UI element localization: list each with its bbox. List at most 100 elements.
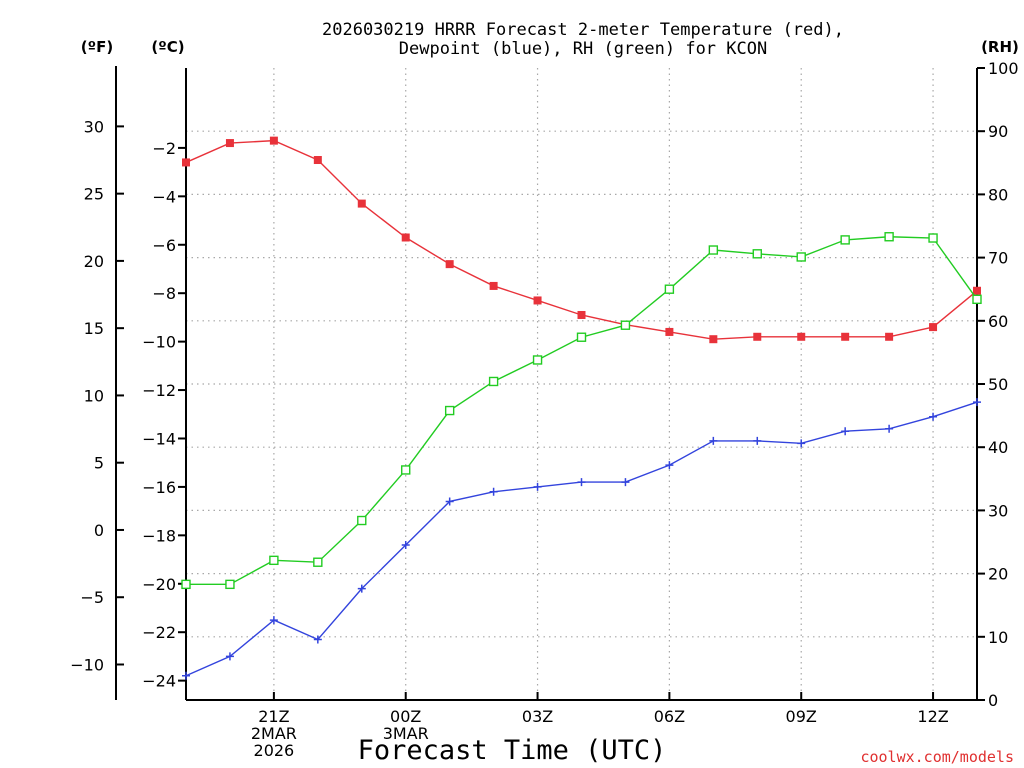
celsius-tick-label: −12 xyxy=(142,381,176,400)
x-tick-label: 2026 xyxy=(254,741,295,760)
axes-layer: −2 −4 −6 −8 −10 −12 −14 −16 −18 −20 −22 −24 30 25 20 15… xyxy=(70,59,1018,760)
rh-tick-label: 50 xyxy=(988,375,1008,394)
series-layer xyxy=(181,136,982,680)
dewpoint-point xyxy=(533,482,542,491)
rh-point xyxy=(708,245,719,255)
rh-point xyxy=(532,355,543,365)
celsius-tick-label: −20 xyxy=(142,575,176,594)
rh-point xyxy=(269,555,279,566)
rh-tick-label: 40 xyxy=(988,438,1008,457)
temperature-series-line xyxy=(185,139,978,340)
fahrenheit-tick-label: 5 xyxy=(94,454,104,473)
rh-point xyxy=(444,405,455,416)
grid-layer xyxy=(186,68,977,700)
temperature-point xyxy=(182,158,190,167)
dewpoint-point xyxy=(929,412,938,421)
x-tick-label: 3MAR xyxy=(383,724,429,743)
rh-tick-label: 80 xyxy=(988,185,1008,204)
celsius-tick-label: −24 xyxy=(142,672,176,691)
dewpoint-point xyxy=(709,436,718,445)
fahrenheit-tick-label: −5 xyxy=(80,588,104,607)
dewpoint-point xyxy=(621,478,630,487)
dewpoint-point xyxy=(885,424,894,433)
temperature-point xyxy=(445,260,454,269)
rh-point xyxy=(576,332,587,342)
chart-title-line-1: 2026030219 HRRR Forecast 2-meter Tempera… xyxy=(322,20,844,40)
fahrenheit-tick-label: 30 xyxy=(84,117,104,136)
x-tick-label: 03Z xyxy=(522,707,553,726)
temperature-point xyxy=(533,296,542,305)
rh-point xyxy=(313,557,323,567)
celsius-axis-label: (ºC) xyxy=(151,38,184,56)
rh-tick-label: 10 xyxy=(988,628,1008,647)
x-tick-label: 12Z xyxy=(917,707,948,726)
dewpoint-point xyxy=(797,439,806,448)
chart-title-line-2: Dewpoint (blue), RH (green) for KCON xyxy=(399,39,767,59)
dewpoint-point xyxy=(577,478,586,487)
dewpoint-point xyxy=(313,635,322,644)
celsius-tick-label: −18 xyxy=(142,526,176,545)
celsius-tick-label: −8 xyxy=(152,284,176,303)
dewpoint-point xyxy=(665,461,674,470)
fahrenheit-tick-label: 20 xyxy=(84,252,104,271)
rh-point xyxy=(796,252,806,262)
x-tick-label: 00Z xyxy=(390,707,421,726)
rh-point xyxy=(401,465,411,475)
rh-point xyxy=(620,320,631,330)
temperature-point xyxy=(577,310,586,319)
temperature-point xyxy=(225,139,234,148)
x-tick-label: 2MAR xyxy=(251,724,297,743)
dewpoint-point xyxy=(753,436,762,445)
dewpoint-point xyxy=(489,487,498,496)
celsius-tick-label: −6 xyxy=(152,236,176,255)
temperature-point xyxy=(401,233,410,242)
fahrenheit-tick-label: 0 xyxy=(94,521,104,540)
temperature-point xyxy=(841,332,850,341)
rh-tick-label: 90 xyxy=(988,122,1008,141)
rh-series-line xyxy=(186,236,978,586)
rh-point xyxy=(181,579,191,590)
celsius-tick-label: −22 xyxy=(142,623,176,642)
rh-axis-label: (RH) xyxy=(981,38,1019,56)
celsius-tick-label: −14 xyxy=(142,429,176,448)
rh-tick-label: 60 xyxy=(988,312,1008,331)
fahrenheit-axis-label: (ºF) xyxy=(81,38,113,56)
fahrenheit-tick-label: 10 xyxy=(84,386,104,405)
celsius-tick-label: −10 xyxy=(142,333,176,352)
x-tick-label: 06Z xyxy=(654,707,685,726)
celsius-tick-label: −4 xyxy=(152,187,176,206)
rh-point xyxy=(840,235,850,245)
dewpoint-point xyxy=(182,671,190,680)
temperature-point xyxy=(665,327,674,336)
rh-tick-label: 100 xyxy=(988,59,1019,78)
temperature-point xyxy=(885,332,894,341)
dewpoint-point xyxy=(225,652,234,661)
celsius-tick-label: −2 xyxy=(152,139,176,158)
rh-point xyxy=(225,579,235,590)
dewpoint-point xyxy=(445,497,454,506)
celsius-tick-label: −16 xyxy=(142,478,176,497)
x-tick-label: 21Z xyxy=(258,707,289,726)
temperature-point xyxy=(797,332,806,341)
x-tick-label: 09Z xyxy=(786,707,817,726)
fahrenheit-tick-label: −10 xyxy=(70,655,104,674)
dewpoint-point xyxy=(841,427,850,436)
rh-point xyxy=(357,515,367,526)
temperature-point xyxy=(269,136,278,145)
rh-point xyxy=(972,294,982,305)
rh-point xyxy=(664,284,675,294)
temperature-point xyxy=(489,281,498,290)
rh-tick-label: 70 xyxy=(988,249,1008,268)
temperature-point xyxy=(753,332,762,341)
temperature-point xyxy=(973,286,981,295)
dewpoint-point xyxy=(357,584,366,593)
rh-point xyxy=(884,232,894,242)
dewpoint-point xyxy=(401,541,410,550)
temperature-point xyxy=(357,199,366,208)
rh-point xyxy=(488,376,499,387)
temperature-point xyxy=(929,323,938,332)
rh-point xyxy=(928,233,938,243)
source-credit: coolwx.com/models xyxy=(860,748,1014,766)
rh-tick-label: 20 xyxy=(988,565,1008,584)
